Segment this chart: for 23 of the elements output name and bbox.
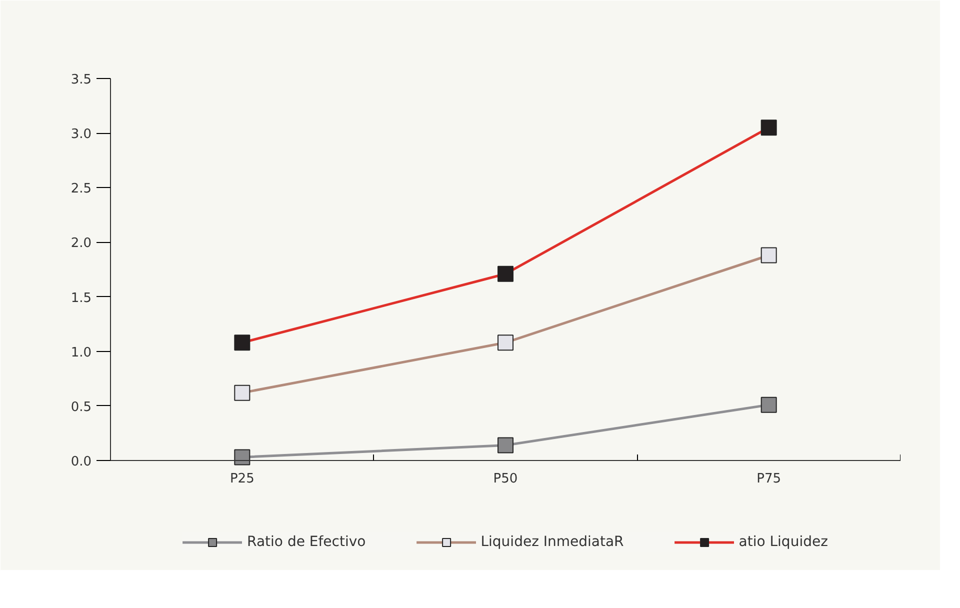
point: [498, 334, 514, 351]
x-tick-label: P50: [493, 472, 518, 486]
y-tick-label: 2.0: [70, 236, 92, 252]
point: [234, 334, 250, 351]
point: [760, 120, 777, 136]
x-tick-label: P75: [756, 472, 782, 486]
y-tick-label: 1.5: [70, 290, 92, 306]
legend-label: Ratio de Efectivo: [247, 534, 366, 550]
point: [234, 384, 250, 401]
y-tick-label: 0.5: [70, 400, 92, 415]
point: [234, 449, 250, 466]
point: [498, 266, 514, 282]
point: [760, 247, 777, 264]
y-tick-label: 0.0: [70, 454, 92, 470]
x-tick-label: P25: [230, 472, 254, 486]
y-tick-label: 2.5: [70, 182, 92, 197]
point: [760, 396, 777, 413]
y-tick-label: 1.0: [70, 345, 92, 360]
y-tick-label: 3.5: [70, 72, 92, 88]
y-tick-label: 3.0: [70, 127, 92, 142]
legend-label: atio Liquidez: [738, 534, 828, 550]
legend-label: Liquidez InmediataR: [480, 534, 624, 550]
point: [498, 437, 514, 454]
